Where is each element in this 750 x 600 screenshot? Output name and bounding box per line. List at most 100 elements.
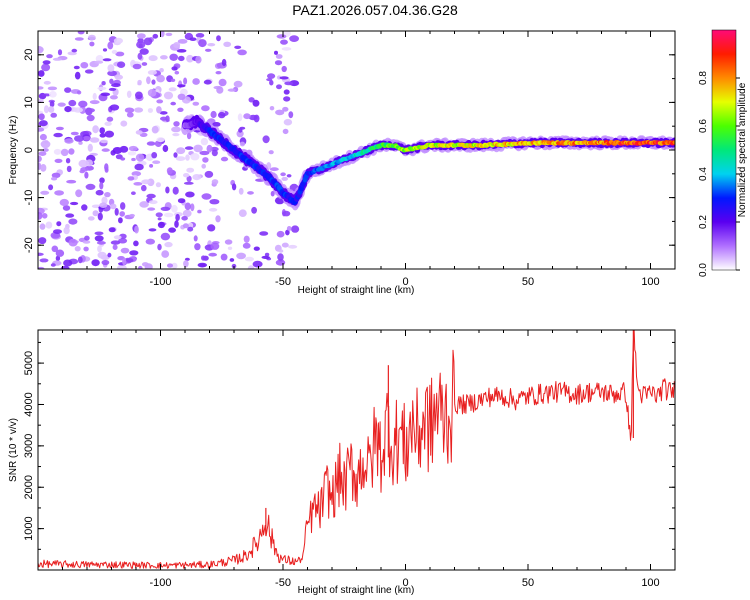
spectrogram-noise-blob	[113, 37, 123, 44]
spectrogram-noise-blob	[41, 93, 52, 97]
spectrogram-noise-blob	[275, 54, 283, 59]
spectrogram-noise-blob	[89, 100, 100, 105]
spectrogram-noise-blob	[78, 100, 88, 108]
spectrogram-noise-blob	[101, 81, 106, 86]
spectrogram-noise-blob	[192, 78, 200, 85]
spectrogram-noise-blob	[74, 71, 81, 80]
spectrogram-noise-blob	[168, 227, 177, 233]
spectrogram-noise-blob	[104, 167, 109, 173]
spectrogram-noise-blob	[262, 135, 270, 144]
spectrogram-noise-blob	[39, 223, 46, 230]
spectrogram-noise-blob	[107, 64, 115, 72]
spectrogram-noise-blob	[77, 256, 83, 264]
spectrogram-noise-blob	[284, 81, 294, 86]
spectrogram-noise-blob	[171, 262, 178, 269]
spectrogram-noise-blob	[268, 150, 274, 155]
spectrogram-noise-blob	[106, 116, 114, 122]
spectrogram-noise-blob	[282, 128, 289, 135]
spectrogram-noise-blob	[178, 55, 185, 62]
spectrogram-noise-blob	[55, 249, 65, 257]
spectrogram-noise-blob	[266, 78, 273, 82]
spectrogram-noise-blob	[162, 144, 169, 153]
colorbar-ticks: 0.0 0.2 0.4 0.6 0.8	[698, 71, 740, 277]
spectrogram-noise-blob	[286, 174, 292, 178]
spectrogram-noise-blob	[276, 230, 285, 238]
spectrogram-noise-blob	[86, 114, 95, 122]
spectrogram-noise-blob	[54, 190, 64, 196]
spectrogram-noise-blob	[66, 165, 72, 173]
spectrogram-noise-blob	[164, 241, 173, 248]
spectrogram-noise-blob	[243, 113, 251, 120]
spectrogram-noise-blob	[202, 157, 209, 163]
spectrogram-noise-blob	[97, 251, 107, 259]
spectrogram-noise-blob	[186, 175, 192, 182]
spectrogram-noise-blob	[141, 184, 147, 192]
spectrogram-noise-blob	[78, 159, 88, 168]
spectrogram-noise-blob	[212, 122, 221, 127]
spectrogram-noise-blob	[186, 54, 194, 63]
spectrogram-noise-blob	[278, 249, 284, 253]
spectrogram-noise-blob	[74, 135, 84, 142]
spectrogram-noise-blob	[68, 99, 77, 107]
spectrogram-noise-blob	[177, 107, 184, 113]
spectrogram-noise-blob	[155, 212, 163, 218]
spectrogram-noise-blob	[236, 252, 247, 260]
spectrogram-x-tick-label: -100	[149, 276, 171, 288]
spectrogram-noise-blob	[146, 141, 156, 146]
spectrogram-noise-blob	[195, 55, 202, 64]
spectrogram-noise-blob	[187, 222, 194, 229]
spectrogram-noise-blob	[289, 35, 299, 42]
spectrogram-noise-blob	[114, 208, 119, 216]
spectrogram-noise-blob	[71, 48, 78, 53]
spectrogram-noise-blob	[238, 128, 243, 133]
spectrogram-noise-blob	[94, 235, 104, 242]
spectrogram-noise-blob	[216, 86, 224, 94]
spectrogram-noise-blob	[234, 45, 242, 49]
spectrogram-noise-blob	[79, 169, 85, 174]
spectrogram-noise-blob	[184, 202, 191, 211]
spectrogram-noise-blob	[177, 93, 186, 101]
spectrogram-noise-blob	[157, 221, 165, 229]
snr-plot-area	[38, 330, 675, 570]
spectrogram-noise-blob	[128, 145, 138, 152]
spectrogram-noise-blob	[156, 137, 165, 143]
spectrogram-noise-blob	[63, 226, 70, 235]
spectrogram-noise-blob	[39, 133, 47, 141]
spectrogram-noise-blob	[43, 105, 49, 114]
spectrogram-noise-blob	[224, 239, 233, 245]
spectrogram-noise-blob	[197, 262, 207, 268]
spectrogram-noise-blob	[160, 55, 168, 60]
spectrogram-noise-blob	[170, 101, 176, 106]
spectrogram-noise-blob	[85, 183, 96, 190]
spectrogram-x-tick-label: 50	[522, 276, 534, 288]
spectrogram-noise-blob	[42, 60, 51, 65]
spectrogram-noise-blob	[157, 217, 162, 221]
spectrogram-noise-blob	[53, 132, 63, 138]
spectrogram-noise-blob	[200, 137, 209, 146]
spectrogram-noise-blob	[104, 192, 111, 198]
spectrogram-noise-blob	[186, 167, 195, 173]
spectrogram-noise-blob	[236, 130, 244, 138]
spectrogram-noise-blob	[100, 139, 108, 144]
spectrogram-noise-blob	[125, 258, 134, 263]
spectrogram-noise-blob	[38, 110, 44, 114]
spectrogram-noise-blob	[281, 242, 289, 248]
spectrogram-noise-blob	[38, 70, 45, 77]
spectrogram-noise-blob	[139, 48, 149, 55]
spectrogram-y-tick-label: 20	[23, 49, 35, 61]
spectrogram-noise-blob	[285, 229, 290, 236]
spectrogram-noise-blob	[197, 209, 202, 214]
spectrogram-noise-blob	[64, 106, 72, 113]
spectrogram-noise-blob	[244, 256, 254, 262]
spectrogram-noise-blob	[195, 33, 205, 38]
spectrogram-noise-blob	[136, 40, 146, 49]
spectrogram-noise-blob	[151, 125, 159, 134]
spectrogram-noise-blob	[141, 179, 151, 185]
spectrogram-noise-blob	[172, 186, 179, 195]
spectrogram-noise-blob	[57, 49, 63, 56]
spectrogram-noise-blob	[92, 125, 99, 134]
spectrogram-noise-blob	[177, 39, 188, 44]
spectrogram-noise-blob	[147, 70, 157, 75]
spectrogram-noise-blob	[102, 58, 112, 62]
